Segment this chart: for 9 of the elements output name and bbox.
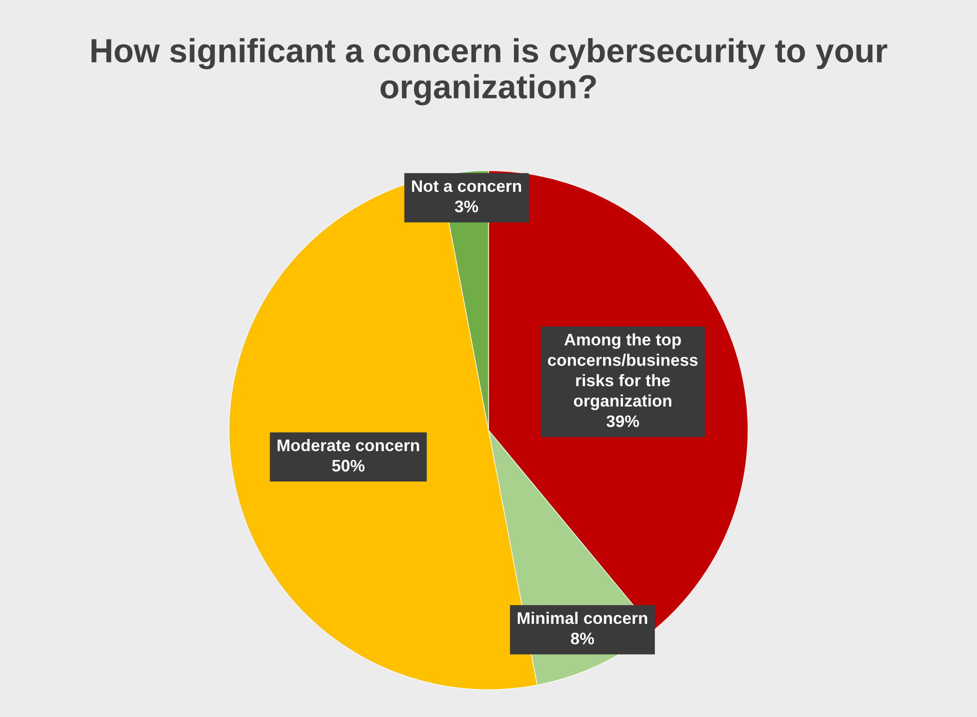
- chart-title: How significant a concern is cybersecurity to your organization?: [92, 38, 888, 106]
- slice-label: Among the top concerns/business risks for the organization: [548, 333, 698, 410]
- data-label: 3%: [454, 200, 478, 212]
- slice-label: Not a concern: [412, 180, 522, 192]
- data-label: 8%: [570, 632, 594, 644]
- slice-label: Minimal concern: [518, 612, 648, 624]
- slice-label: Moderate concern: [278, 438, 420, 452]
- data-label: 50%: [332, 460, 365, 472]
- data-label: 39%: [606, 415, 640, 428]
